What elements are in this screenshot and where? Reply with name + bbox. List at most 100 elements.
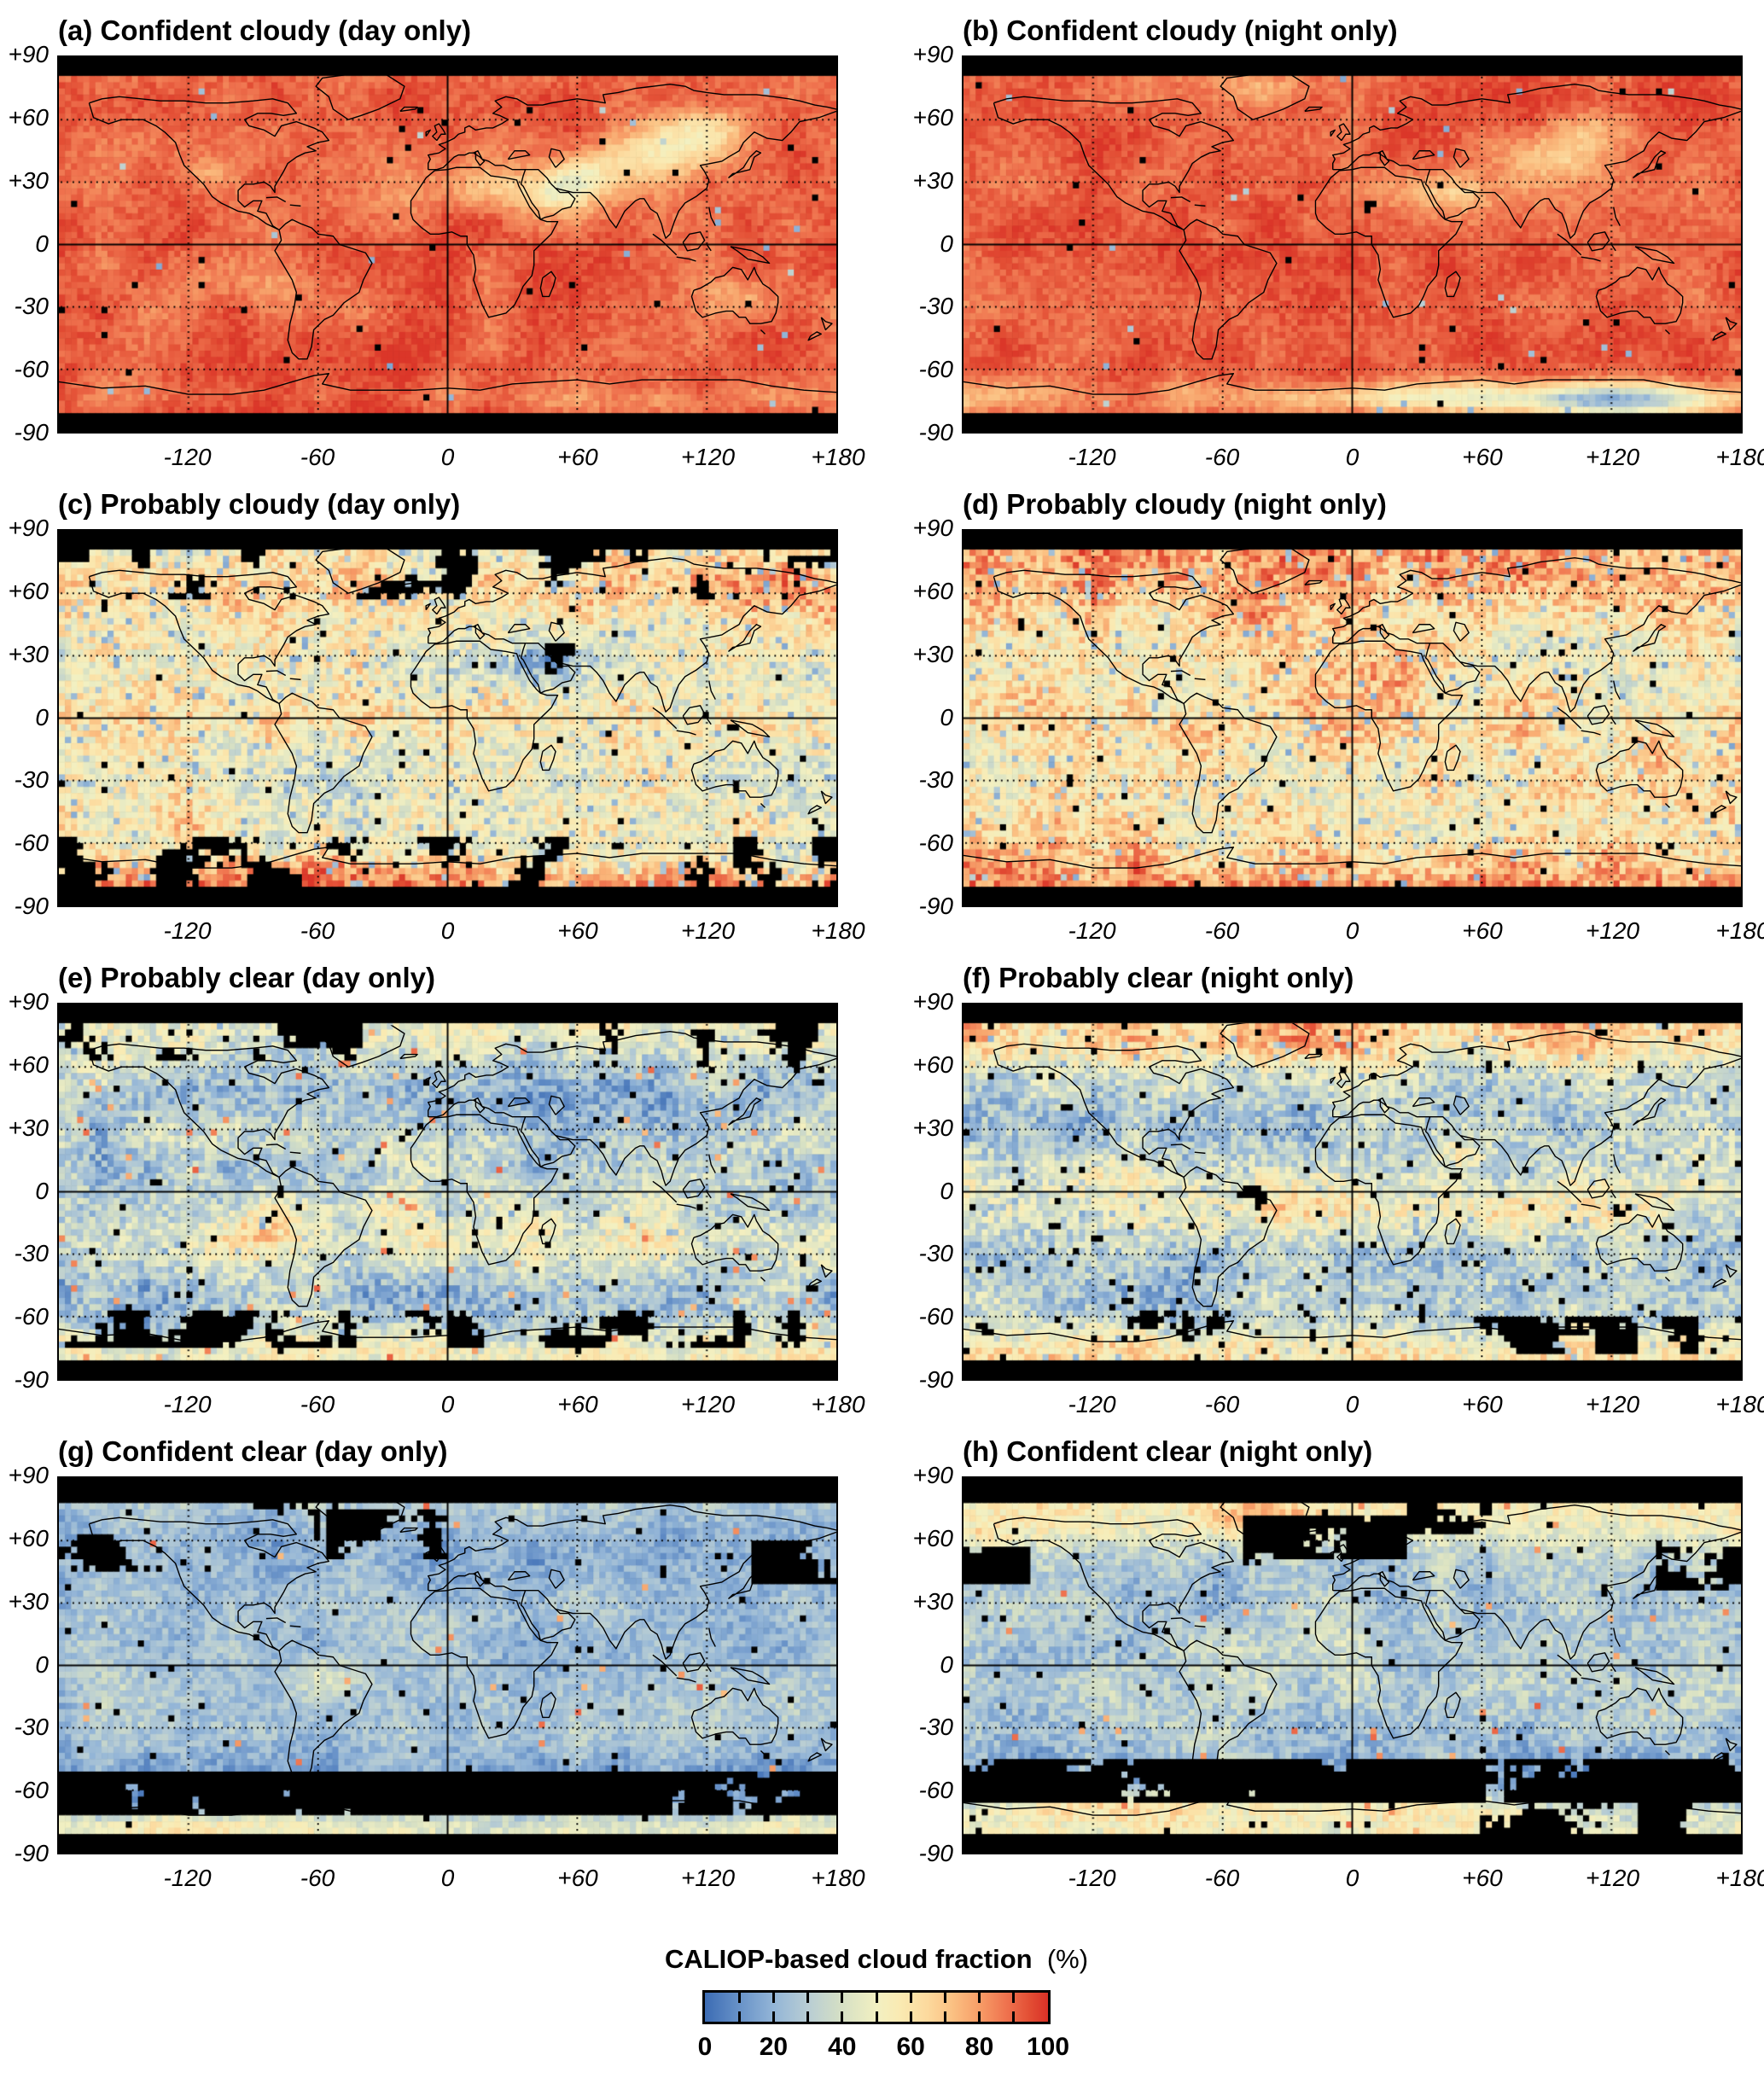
lat-tick-label: -30 [918, 1714, 953, 1741]
lat-tick-label: +30 [8, 1587, 49, 1615]
lon-tick-label: +60 [557, 444, 598, 470]
lat-tick-label: +60 [8, 1524, 49, 1551]
coastlines-overlay-d [964, 531, 1741, 905]
cloud-fraction-heatmap-f [964, 1004, 1741, 1379]
lon-tick-label: -120 [1068, 1865, 1116, 1891]
lat-tick-label: -60 [918, 1777, 953, 1804]
colorbar-tick-label: 40 [828, 2033, 857, 2061]
lat-tick-label: -60 [918, 829, 953, 857]
lon-tick-label: +180 [811, 1391, 865, 1417]
coastlines-overlay-f [964, 1004, 1741, 1379]
lat-tick-label: +90 [912, 41, 954, 67]
map-c [57, 529, 838, 907]
lat-tick-label: +90 [8, 1462, 49, 1488]
lat-tick-label: +90 [8, 41, 49, 67]
lat-tick-label: +30 [912, 1114, 954, 1141]
lon-tick-label: -120 [163, 444, 212, 470]
coastline-path [59, 74, 836, 395]
panel-title-b: (b) Confident cloudy (night only) [963, 15, 1398, 46]
colorbar-units-label: (%) [1046, 1944, 1089, 1974]
lat-tick-label: +60 [912, 1051, 954, 1078]
lon-tick-label: 0 [440, 917, 455, 944]
lon-tick-label: -60 [1204, 1865, 1240, 1891]
colorbar-minor-tick [1012, 1993, 1016, 2003]
lon-tick-label: 0 [1345, 917, 1359, 944]
lat-tick-label: +60 [912, 103, 954, 131]
lon-tick-label: 0 [440, 444, 455, 470]
colorbar-tick-label: 80 [964, 2033, 994, 2061]
coastline-path [964, 1495, 1741, 1816]
lon-tick-label: +60 [1462, 917, 1503, 944]
colorbar-minor-tick [978, 1993, 981, 2003]
colorbar-minor-tick [771, 2011, 775, 2022]
colorbar-minor-tick [806, 2011, 810, 2022]
lat-tick-label: -60 [14, 829, 49, 857]
colorbar-minor-tick [875, 2011, 878, 2022]
lon-tick-label: 0 [1345, 1391, 1359, 1417]
coastlines-overlay-e [59, 1004, 836, 1379]
lat-tick-label: +90 [8, 988, 49, 1015]
lon-tick-label: +120 [1585, 1391, 1640, 1417]
lat-tick-label: +30 [912, 1587, 954, 1615]
lon-tick-label: +120 [1585, 917, 1640, 944]
panel-title-f: (f) Probably clear (night only) [963, 962, 1354, 993]
lon-tick-label: +60 [557, 1865, 598, 1891]
coastline-path [59, 1495, 836, 1816]
colorbar-minor-tick [841, 2011, 844, 2022]
lat-tick-label: -60 [918, 1303, 953, 1330]
lon-tick-label: +60 [1462, 444, 1503, 470]
lat-tick-label: -30 [918, 766, 953, 794]
lat-tick-label: +60 [912, 1524, 954, 1551]
lon-tick-label: -60 [1204, 444, 1240, 470]
lon-tick-label: +120 [680, 917, 736, 944]
panel-title-a: (a) Confident cloudy (day only) [58, 15, 471, 46]
lat-tick-label: 0 [940, 230, 953, 257]
lat-tick-label: -30 [14, 293, 49, 320]
lat-tick-label: +60 [8, 103, 49, 131]
lat-tick-label: -60 [14, 356, 49, 383]
cloud-fraction-heatmap-b [964, 57, 1741, 432]
colorbar-minor-tick [737, 2011, 741, 2022]
map-a [57, 55, 838, 434]
lon-tick-label: +120 [1585, 444, 1640, 470]
colorbar-tick-label: 0 [697, 2033, 713, 2061]
lat-tick-label: -90 [14, 893, 49, 919]
lat-tick-label: +60 [8, 577, 49, 604]
lon-tick-label: +120 [680, 1865, 736, 1891]
colorbar-minor-tick [1012, 2011, 1016, 2022]
lat-tick-label: 0 [940, 1650, 953, 1678]
colorbar-minor-tick [909, 2011, 912, 2022]
lat-tick-label: -90 [918, 1366, 953, 1393]
lat-tick-label: +90 [912, 515, 954, 541]
lon-tick-label: -120 [163, 917, 212, 944]
map-h [962, 1476, 1743, 1854]
lon-tick-label: -120 [1068, 444, 1116, 470]
lat-tick-label: 0 [940, 703, 953, 731]
panel-title-c: (c) Probably cloudy (day only) [58, 488, 461, 520]
lat-tick-label: 0 [35, 1177, 49, 1204]
lat-tick-label: +30 [912, 640, 954, 667]
lat-tick-label: 0 [940, 1177, 953, 1204]
lat-tick-label: -60 [918, 356, 953, 383]
coastline-path [964, 1022, 1741, 1342]
cloud-fraction-heatmap-d [964, 531, 1741, 905]
lat-tick-label: 0 [35, 703, 49, 731]
coastlines-overlay-h [964, 1478, 1741, 1853]
lat-tick-label: +60 [912, 577, 954, 604]
coastlines-overlay-b [964, 57, 1741, 432]
cloud-fraction-heatmap-h [964, 1478, 1741, 1853]
colorbar-tick-label: 100 [1026, 2033, 1070, 2061]
lon-tick-label: +180 [811, 917, 865, 944]
lat-tick-label: 0 [35, 230, 49, 257]
colorbar-tick-label: 20 [759, 2033, 789, 2061]
lon-tick-label: +180 [1715, 1865, 1764, 1891]
coastline-path [59, 548, 836, 869]
lat-tick-label: -90 [14, 419, 49, 445]
lon-tick-label: +180 [811, 1865, 865, 1891]
lat-tick-label: -30 [14, 1240, 49, 1267]
lat-tick-label: +30 [8, 166, 49, 194]
colorbar-minor-tick [806, 1993, 810, 2003]
lat-tick-label: -90 [14, 1366, 49, 1393]
colorbar-title-text: CALIOP-based cloud fraction [664, 1944, 1033, 1974]
lat-tick-label: +30 [912, 166, 954, 194]
